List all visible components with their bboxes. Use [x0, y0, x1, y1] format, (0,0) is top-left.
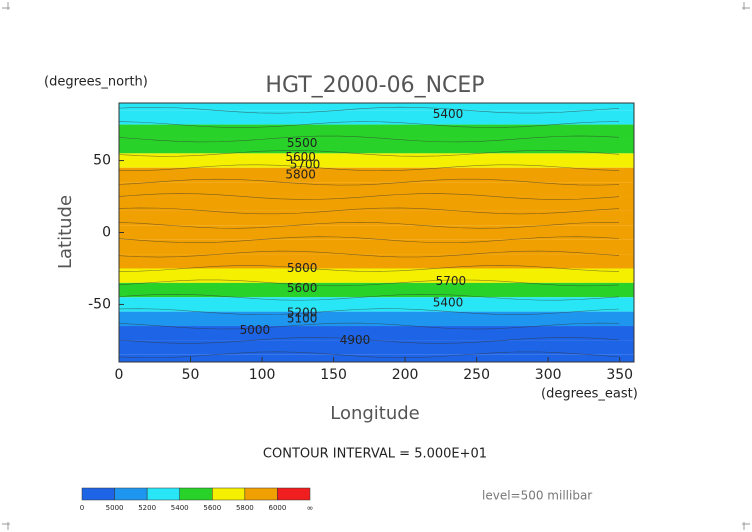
contour-label: 5800 [285, 167, 316, 181]
contour-label: 5100 [287, 311, 318, 325]
contour-line [118, 178, 620, 186]
chart-title: HGT_2000-06_NCEP [265, 73, 484, 98]
x-tick-label: 250 [463, 367, 490, 383]
contour-interval: CONTOUR INTERVAL = 5.000E+01 [263, 447, 487, 462]
colorbar-box [114, 487, 148, 501]
contour-label: 5000 [240, 323, 271, 337]
contour-line [118, 164, 620, 172]
contour-line [118, 322, 620, 330]
contour-line [118, 207, 620, 215]
colorbar-box [146, 487, 180, 501]
contour-label: 5700 [436, 274, 467, 288]
colorbar-label: ∞ [307, 504, 314, 513]
contour-line [118, 193, 620, 200]
zonal-band [119, 196, 634, 211]
zonal-band [119, 103, 634, 111]
zonal-band [119, 124, 634, 139]
zonal-band [119, 282, 634, 298]
contour-label: 5200 [287, 306, 318, 320]
colorbar-label: 5000 [106, 504, 124, 512]
zonal-band [119, 153, 634, 168]
x-tick-label: 200 [392, 367, 419, 383]
colorbar-label: 5800 [236, 504, 254, 512]
contour-label: 5600 [285, 150, 316, 164]
zonal-band [119, 239, 634, 255]
colorbar-box [179, 487, 213, 501]
colorbar-box [277, 487, 311, 501]
colorbar-label: 0 [80, 504, 84, 512]
zonal-band [119, 110, 634, 125]
x-tick-label: 300 [535, 367, 562, 383]
colorbar-label: 6000 [269, 504, 287, 512]
contour-line [118, 135, 620, 143]
zonal-band [119, 182, 634, 197]
x-tick-label: 350 [606, 367, 633, 383]
contour-label: 5400 [433, 296, 464, 310]
colorbar-box [81, 487, 115, 501]
contour-line [118, 250, 620, 258]
contour-line [118, 222, 620, 229]
contour-label: 5800 [287, 261, 318, 275]
contour-label: 5500 [287, 136, 318, 150]
zonal-band [119, 311, 634, 327]
zonal-band [119, 297, 634, 312]
zonal-band [119, 138, 634, 154]
y-tick-label: 50 [93, 153, 111, 169]
x-tick-label: 100 [249, 367, 276, 383]
contour-line [118, 337, 620, 344]
colorbar-box [212, 487, 246, 501]
contour-line [118, 265, 620, 272]
x-axis-label: Longitude [330, 403, 420, 424]
contour-label: 5700 [290, 157, 321, 171]
contour-line [118, 121, 620, 128]
colorbar-label: 5400 [171, 504, 189, 512]
zonal-band [119, 354, 634, 362]
contour-line [118, 106, 620, 114]
zonal-band [119, 326, 634, 341]
contour-line [118, 308, 620, 315]
contour-line [118, 150, 620, 157]
zonal-band [119, 210, 634, 226]
y-unit: (degrees_north) [44, 75, 148, 90]
contour-label: 4900 [340, 333, 371, 347]
y-tick-label: 0 [102, 225, 111, 241]
level-label: level=500 millibar [482, 489, 592, 503]
contour-label: 5400 [433, 107, 464, 121]
x-tick-label: 50 [182, 367, 200, 383]
contour-line [118, 236, 620, 243]
zonal-band [119, 268, 634, 283]
contour-line [118, 293, 620, 301]
contour-line [118, 351, 620, 359]
zonal-band [119, 167, 634, 183]
x-tick-label: 0 [115, 367, 124, 383]
x-unit: (degrees_east) [541, 387, 638, 402]
colorbar-label: 5200 [138, 504, 156, 512]
zonal-band [119, 225, 634, 240]
contour-label: 5600 [287, 281, 318, 295]
contour-line [118, 279, 620, 287]
x-tick-label: 150 [320, 367, 347, 383]
zonal-band [119, 254, 634, 269]
colorbar-box [244, 487, 278, 501]
y-axis-label: Latitude [55, 195, 76, 269]
colorbar-label: 5600 [203, 504, 221, 512]
y-tick-label: -50 [88, 296, 111, 312]
zonal-band [119, 340, 634, 355]
